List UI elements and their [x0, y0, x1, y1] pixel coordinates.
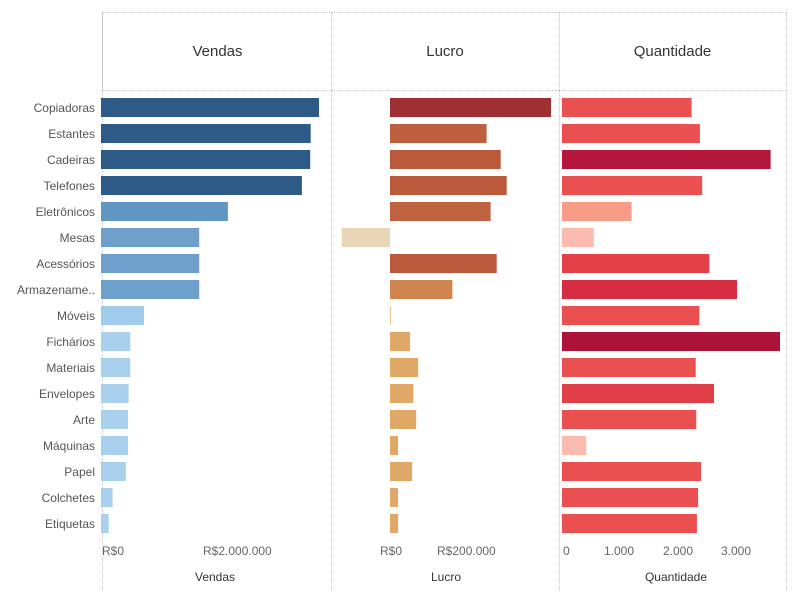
bar-quantidade-11: [562, 384, 714, 403]
category-label: Mesas: [59, 231, 95, 245]
category-label: Cadeiras: [46, 153, 95, 167]
tick-label: 3.000: [721, 544, 752, 558]
category-label: Etiquetas: [44, 517, 95, 531]
bar-quantidade-3: [562, 176, 703, 195]
bar-lucro-0: [390, 98, 551, 117]
bar-lucro-15: [390, 488, 399, 507]
bar-lucro-3: [390, 176, 507, 195]
axis-title-quantidade: Quantidade: [644, 570, 708, 584]
bar-vendas-4: [101, 202, 228, 221]
category-label: Móveis: [56, 309, 95, 323]
bar-vendas-16: [101, 514, 109, 533]
bar-vendas-10: [101, 358, 131, 377]
bar-lucro-14: [390, 462, 413, 481]
tick-label: R$200.000: [437, 544, 496, 558]
column-divider: [102, 12, 103, 590]
bar-lucro-16: [390, 514, 399, 533]
bar-vendas-0: [101, 98, 319, 117]
bar-vendas-14: [101, 462, 126, 481]
bar-lucro-6: [390, 254, 497, 273]
category-label: Copiadoras: [33, 101, 95, 115]
bar-lucro-2: [390, 150, 501, 169]
bar-quantidade-7: [562, 280, 737, 299]
bar-quantidade-10: [562, 358, 696, 377]
tick-label: R$2.000.000: [203, 544, 272, 558]
tick-label: 1.000: [604, 544, 635, 558]
bar-quantidade-16: [562, 514, 697, 533]
column-divider: [559, 12, 560, 590]
bar-quantidade-9: [562, 332, 780, 351]
bar-quantidade-14: [562, 462, 701, 481]
bar-vendas-1: [101, 124, 311, 143]
category-label: Estantes: [48, 127, 95, 141]
header-lucro: Lucro: [331, 12, 559, 91]
category-label: Arte: [72, 413, 95, 427]
bar-quantidade-8: [562, 306, 700, 325]
bar-vendas-3: [101, 176, 302, 195]
bar-quantidade-15: [562, 488, 699, 507]
tick-label: 2.000: [663, 544, 694, 558]
bar-vendas-8: [101, 306, 144, 325]
bar-quantidade-13: [562, 436, 587, 455]
category-label: Eletrônicos: [35, 205, 95, 219]
bar-quantidade-4: [562, 202, 632, 221]
bar-vendas-15: [101, 488, 113, 507]
bar-quantidade-1: [562, 124, 700, 143]
bar-vendas-13: [101, 436, 128, 455]
bar-lucro-11: [390, 384, 414, 403]
bar-vendas-7: [101, 280, 200, 299]
category-label: Acessórios: [36, 257, 95, 271]
bar-vendas-12: [101, 410, 128, 429]
tick-label: R$0: [102, 544, 125, 558]
bar-vendas-6: [101, 254, 200, 273]
bar-vendas-5: [101, 228, 200, 247]
bar-vendas-9: [101, 332, 131, 351]
tick-label: R$0: [380, 544, 403, 558]
category-label: Colchetes: [41, 491, 95, 505]
bar-lucro-13: [390, 436, 399, 455]
bar-quantidade-6: [562, 254, 710, 273]
category-label: Máquinas: [42, 439, 95, 453]
category-label: Telefones: [43, 179, 95, 193]
bar-quantidade-12: [562, 410, 697, 429]
category-label: Materiais: [46, 361, 95, 375]
column-divider: [331, 12, 332, 590]
bar-quantidade-2: [562, 150, 771, 169]
category-label: Envelopes: [38, 387, 95, 401]
bar-lucro-8: [390, 306, 391, 325]
bar-lucro-7: [390, 280, 453, 299]
bar-lucro-5: [341, 228, 390, 247]
category-label: Fichários: [46, 335, 95, 349]
bar-lucro-12: [390, 410, 417, 429]
column-divider: [786, 12, 787, 590]
bar-lucro-4: [390, 202, 491, 221]
bar-lucro-9: [390, 332, 411, 351]
axis-title-lucro: Lucro: [430, 570, 462, 584]
tick-label: 0: [563, 544, 570, 558]
axis-title-vendas: Vendas: [194, 570, 236, 584]
category-label: Papel: [64, 465, 95, 479]
bar-vendas-2: [101, 150, 311, 169]
category-label: Armazename..: [16, 283, 95, 297]
bar-quantidade-0: [562, 98, 692, 117]
header-quantidade: Quantidade: [559, 12, 786, 91]
bar-lucro-10: [390, 358, 419, 377]
bar-vendas-11: [101, 384, 129, 403]
bar-quantidade-5: [562, 228, 594, 247]
bar-lucro-1: [390, 124, 487, 143]
